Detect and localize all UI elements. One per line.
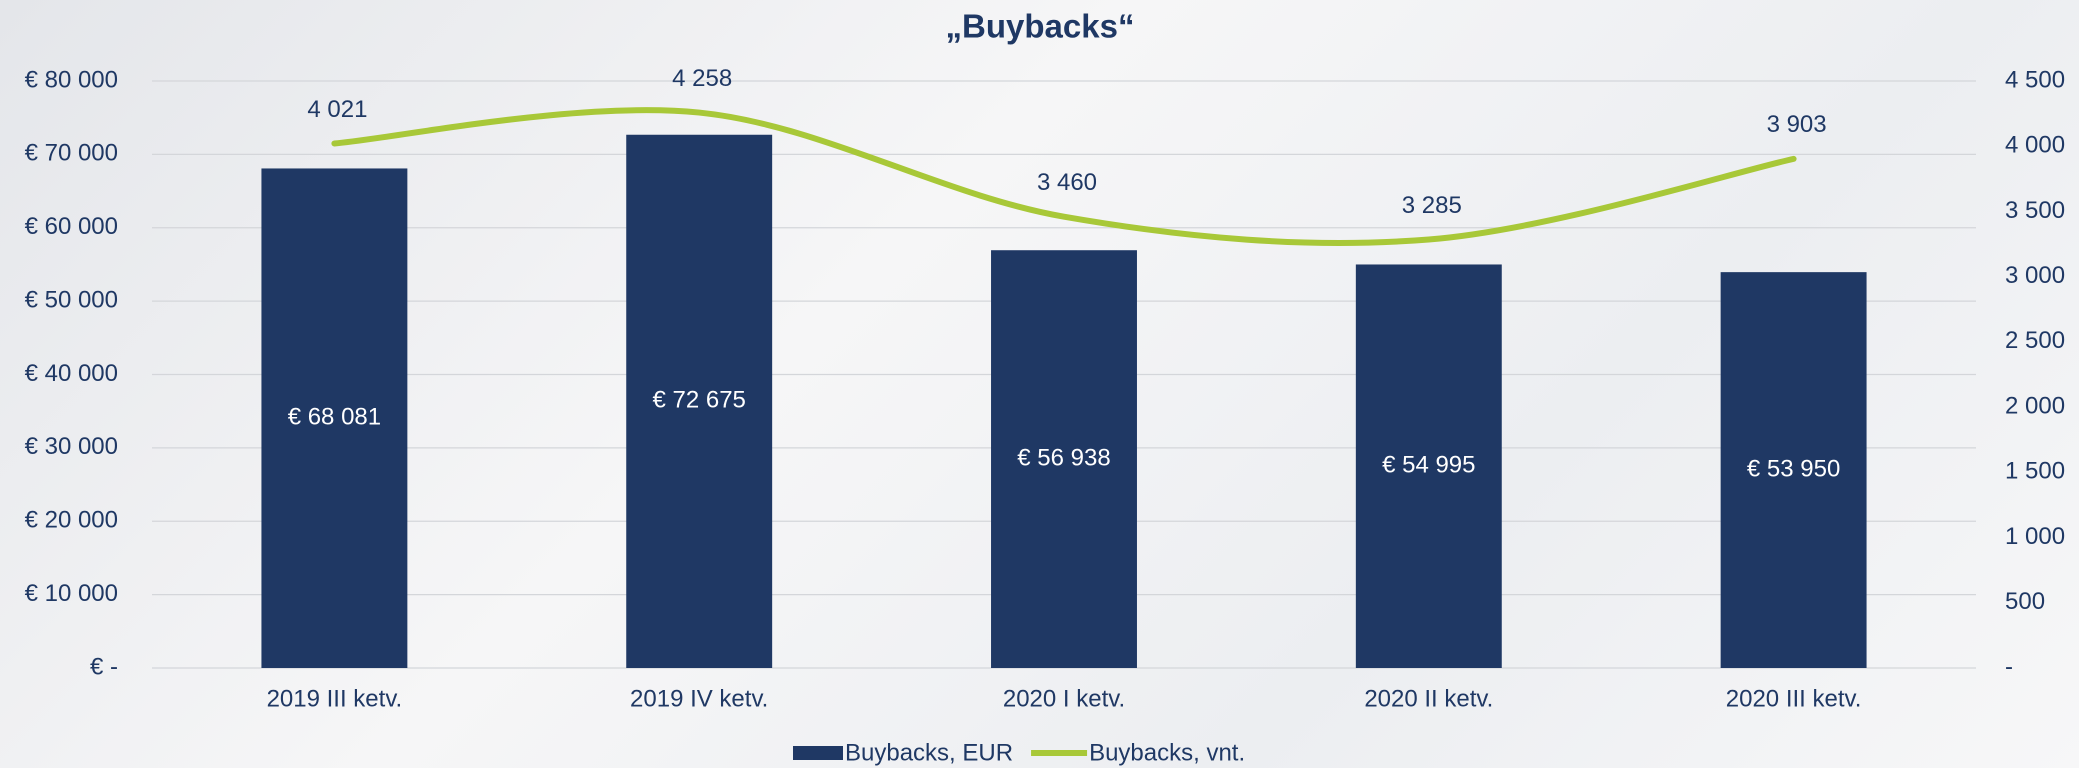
bar-value-label: € 53 950 — [1747, 455, 1840, 482]
bar-value-label: € 68 081 — [288, 404, 381, 431]
line-value-label: 3 285 — [1402, 192, 1462, 219]
y-tick-label: € 40 000 — [25, 360, 118, 387]
y-tick-label: € - — [90, 653, 118, 680]
line-value-label: 4 021 — [307, 96, 367, 123]
line-value-label: 4 258 — [672, 65, 732, 92]
x-tick-label: 2019 III ketv. — [267, 685, 403, 712]
x-tick-label: 2020 III ketv. — [1726, 685, 1862, 712]
line-value-label: 3 460 — [1037, 169, 1097, 196]
y2-tick-label: - — [2005, 653, 2013, 680]
chart: „Buybacks“ € - € 10 000 € 20 000 € 30 000 € … — [0, 0, 2079, 768]
y2-tick-label: 1 000 — [2005, 523, 2065, 550]
y2-tick-label: 4 000 — [2005, 132, 2065, 159]
y-tick-label: € 50 000 — [25, 286, 118, 313]
bar-value-label: € 56 938 — [1017, 444, 1110, 471]
y2-tick-label: 4 500 — [2005, 66, 2065, 93]
line-value-label: 3 903 — [1767, 111, 1827, 138]
y-tick-label: € 80 000 — [25, 66, 118, 93]
legend-label: Buybacks, vnt. — [1089, 739, 1245, 766]
legend-swatch — [793, 746, 843, 760]
y2-tick-label: 2 500 — [2005, 327, 2065, 354]
bar-value-label: € 54 995 — [1382, 452, 1475, 479]
y-tick-label: € 70 000 — [25, 140, 118, 167]
y-tick-label: € 10 000 — [25, 580, 118, 607]
legend-label: Buybacks, EUR — [845, 739, 1013, 766]
y2-tick-label: 3 000 — [2005, 262, 2065, 289]
y-tick-label: € 60 000 — [25, 213, 118, 240]
y2-tick-label: 3 500 — [2005, 197, 2065, 224]
bar-value-label: € 72 675 — [652, 387, 745, 414]
x-tick-label: 2019 IV ketv. — [630, 685, 768, 712]
y-tick-label: € 20 000 — [25, 507, 118, 534]
x-tick-label: 2020 I ketv. — [1003, 685, 1125, 712]
chart-title: „Buybacks“ — [946, 8, 1135, 45]
y2-tick-label: 500 — [2005, 588, 2045, 615]
y2-tick-label: 2 000 — [2005, 392, 2065, 419]
y-tick-label: € 30 000 — [25, 433, 118, 460]
y2-tick-label: 1 500 — [2005, 458, 2065, 485]
x-tick-label: 2020 II ketv. — [1364, 685, 1493, 712]
